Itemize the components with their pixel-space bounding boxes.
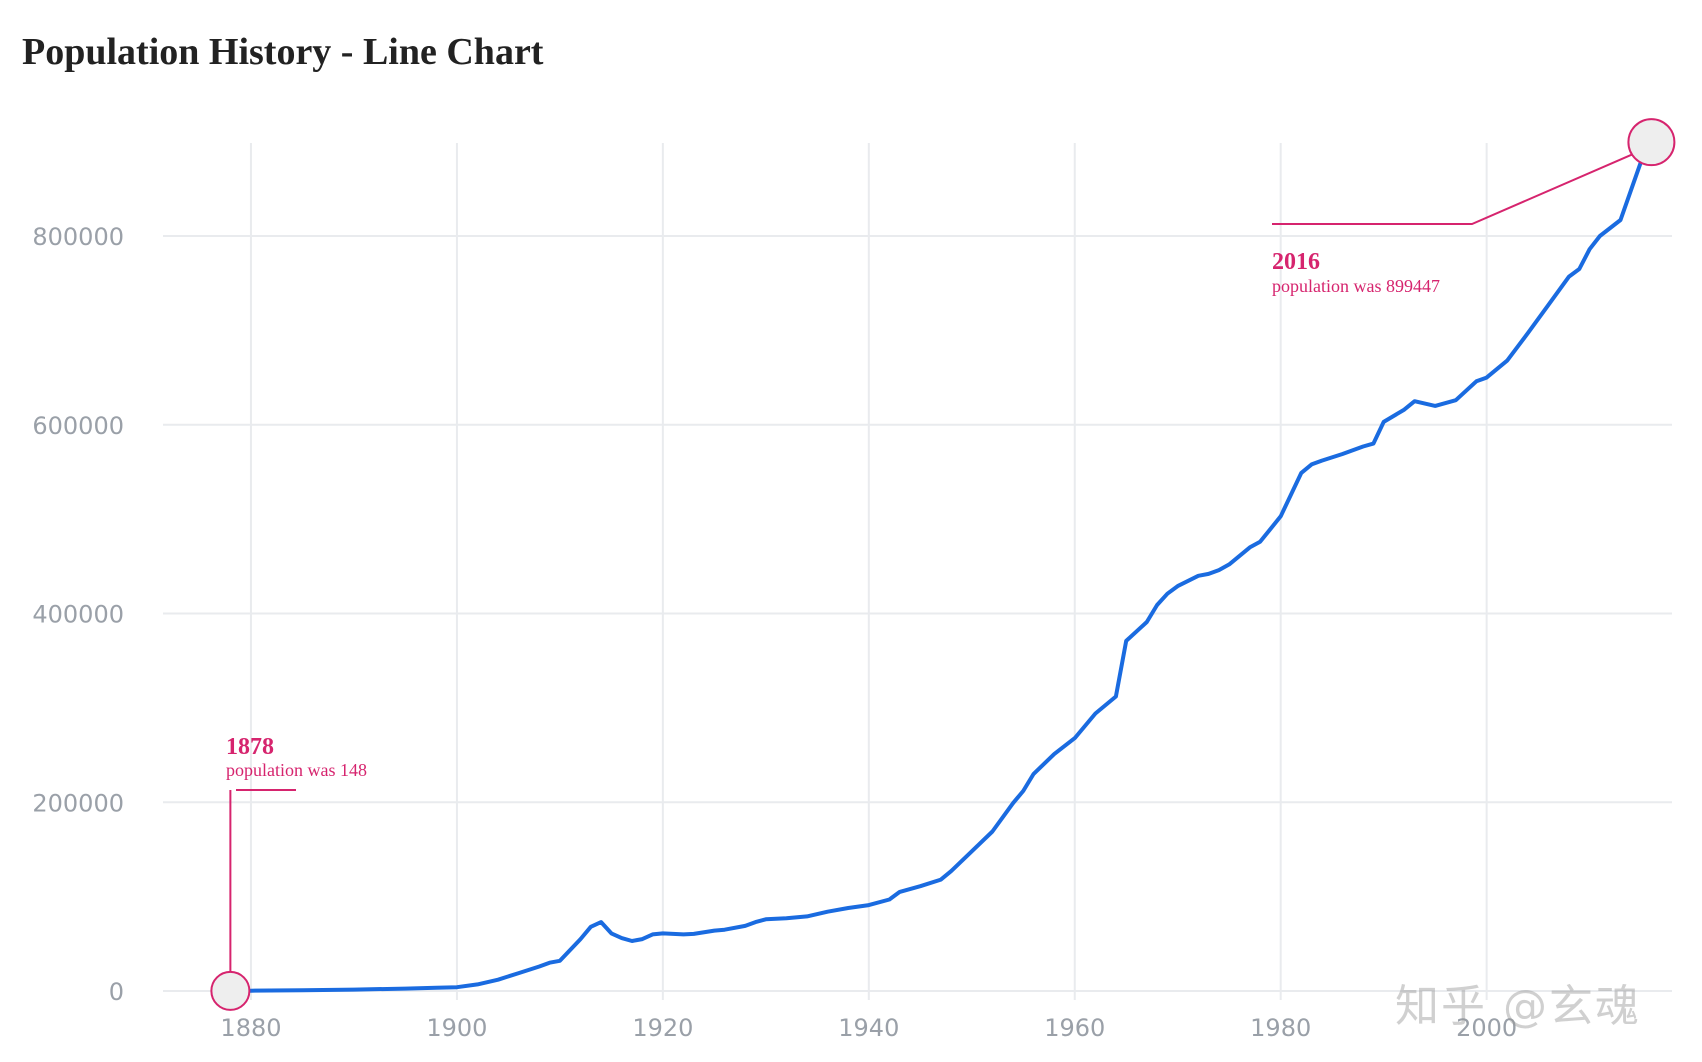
annotation-2016-connector: [1272, 151, 1638, 225]
watermark: 知乎 @玄魂: [1395, 981, 1641, 1032]
grid-lines: [163, 143, 1672, 1000]
x-tick-label-1960: 1960: [1044, 1014, 1105, 1042]
annotation-1878-marker: [210, 970, 251, 1011]
annotation-2016-marker: [1627, 118, 1676, 167]
chart-title: Population History - Line Chart: [22, 31, 544, 73]
y-tick-label-600000: 600000: [32, 412, 124, 440]
x-tick-label-1920: 1920: [632, 1014, 693, 1042]
y-tick-label-200000: 200000: [32, 789, 124, 817]
y-tick-label-800000: 800000: [32, 223, 124, 251]
y-tick-label-0: 0: [109, 978, 124, 1006]
x-tick-label-1880: 1880: [220, 1014, 281, 1042]
x-tick-label-2000: 2000: [1456, 1014, 1517, 1042]
x-tick-label-1900: 1900: [426, 1014, 487, 1042]
annotation-2016-year: 2016: [1272, 249, 1320, 275]
y-tick-label-400000: 400000: [32, 601, 124, 629]
x-tick-label-1940: 1940: [838, 1014, 899, 1042]
x-tick-label-1980: 1980: [1250, 1014, 1311, 1042]
annotation-1878-year: 1878: [226, 734, 274, 760]
annotation-2016-text: population was 899447: [1272, 276, 1440, 296]
annotation-1878-text: population was 148: [226, 760, 367, 780]
population-series-line: [228, 140, 1654, 993]
axis-tick-labels: 0 200000 400000 600000 800000 1880 1900 1920 194…: [32, 223, 1517, 1042]
